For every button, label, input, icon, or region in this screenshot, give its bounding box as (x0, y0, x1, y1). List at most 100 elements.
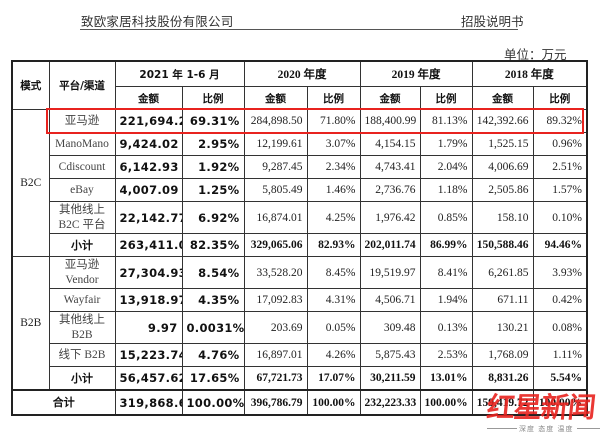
amount-cell: 6,261.85 (471, 256, 534, 289)
channel-name: 其他线上 B2C 平台 (48, 201, 116, 234)
amount-cell: 9,287.45 (243, 155, 308, 179)
amount-cell: 150,588.46 (471, 233, 534, 257)
total-row: 合计 319,868.69 100.00% 396,786.79 100.00%… (11, 389, 588, 416)
table-row: B2C 亚马逊 221,694.28 69.31% 284,898.50 71.… (11, 109, 588, 257)
channel-name: 亚马逊 Vendor (48, 256, 116, 289)
table-row: Wayfair 13,918.97 4.35% 17,092.83 4.31% … (12, 288, 588, 312)
ratio-cell: 100.00% (532, 389, 588, 416)
ratio-cell: 8.41% (419, 256, 473, 289)
watermark-tagline: 深度 态度 温度 (519, 425, 574, 433)
amount-cell: 16,897.01 (243, 343, 308, 367)
channel-name-line2: Vendor (65, 273, 99, 286)
ratio-cell: 17.65% (181, 366, 245, 391)
amount-cell: 30,211.59 (359, 366, 421, 391)
channel-name-line1: 其他线上 (59, 313, 105, 326)
ratio-cell: 69.31% (181, 109, 245, 133)
header-amount: 金额 (114, 86, 183, 110)
table-row: 其他线上 B2C 平台 22,142.77 6.92% 16,874.01 4.2… (12, 201, 588, 234)
amount-cell: 1,768.09 (471, 343, 534, 367)
table-row: ManoMano 9,424.02 2.95% 12,199.61 3.07% … (12, 132, 588, 156)
table-row: Cdiscount 6,142.93 1.92% 9,287.45 2.34% … (12, 155, 588, 179)
ratio-cell: 1.46% (306, 178, 361, 202)
ratio-cell: 0.10% (532, 201, 588, 234)
amount-cell: 203.69 (243, 311, 308, 344)
ratio-cell: 100.00% (306, 389, 361, 416)
header-amount: 金额 (359, 86, 421, 110)
ratio-cell: 4.26% (306, 343, 361, 367)
amount-cell: 4,007.09 (114, 178, 183, 202)
ratio-cell: 4.35% (181, 288, 245, 312)
header-rule (80, 29, 518, 30)
ratio-cell: 13.01% (419, 366, 473, 391)
ratio-cell: 8.54% (181, 256, 245, 289)
amount-cell: 12,199.61 (243, 132, 308, 156)
amount-cell: 1,525.15 (471, 132, 534, 156)
ratio-cell: 2.04% (419, 155, 473, 179)
amount-cell: 5,805.49 (243, 178, 308, 202)
header-company-name: 致欧家居科技股份有限公司 (81, 15, 234, 29)
header-period-2019: 2019 年度 (359, 60, 473, 87)
ratio-cell: 100.00% (419, 389, 473, 416)
ratio-cell: 2.53% (419, 343, 473, 367)
ratio-cell: 4.25% (306, 201, 361, 234)
amount-cell: 6,142.93 (114, 155, 183, 179)
channel-name-line2: B2C 平台 (58, 218, 106, 231)
amount-cell: 13,918.97 (114, 288, 183, 312)
subtotal-label: 小计 (48, 366, 116, 391)
ratio-cell: 3.07% (306, 132, 361, 156)
table-row: B2B 亚马逊 Vendor 27,304.93 8.54% 33,528.20 … (11, 256, 588, 391)
ratio-cell: 17.07% (306, 366, 361, 391)
channel-name-line2: B2B (71, 328, 93, 341)
ratio-cell: 0.0031% (181, 311, 245, 344)
header-ratio: 比例 (181, 86, 245, 110)
ratio-cell: 71.80% (306, 109, 361, 133)
ratio-cell: 6.92% (181, 201, 245, 234)
amount-cell: 8,831.26 (471, 366, 534, 391)
amount-cell: 4,506.71 (359, 288, 421, 312)
channel-name-line1: 亚马逊 (64, 258, 100, 271)
header-channel: 平台/渠道 (48, 60, 116, 110)
ratio-cell: 0.13% (419, 311, 473, 344)
header-amount: 金额 (243, 86, 308, 110)
header-ratio: 比例 (532, 86, 588, 110)
table-row: eBay 4,007.09 1.25% 5,805.49 1.46% 2,736… (12, 178, 588, 202)
header-ratio: 比例 (306, 86, 361, 110)
header-mode: 模式 (11, 60, 50, 110)
amount-cell: 19,519.97 (359, 256, 421, 289)
ratio-cell: 0.42% (532, 288, 588, 312)
ratio-cell: 89.32% (532, 109, 588, 133)
amount-cell: 4,154.15 (359, 132, 421, 156)
ratio-cell: 3.93% (532, 256, 588, 289)
header-ratio: 比例 (419, 86, 473, 110)
amount-cell: 27,304.93 (114, 256, 183, 289)
header-period-2018: 2018 年度 (471, 60, 588, 87)
channel-name-line1: 其他线上 (59, 203, 105, 216)
ratio-cell: 1.11% (532, 343, 588, 367)
ratio-cell: 1.92% (181, 155, 245, 179)
amount-cell: 4,743.41 (359, 155, 421, 179)
unit-label: 单位：万元 (504, 48, 567, 62)
amount-cell: 17,092.83 (243, 288, 308, 312)
ratio-cell: 5.54% (532, 366, 588, 391)
amount-cell: 33,528.20 (243, 256, 308, 289)
ratio-cell: 100.00% (181, 389, 245, 416)
amount-cell: 5,875.43 (359, 343, 421, 367)
amount-cell: 4,006.69 (471, 155, 534, 179)
amount-cell: 309.48 (359, 311, 421, 344)
total-label: 合计 (11, 389, 116, 416)
ratio-cell: 2.95% (181, 132, 245, 156)
ratio-cell: 86.99% (419, 233, 473, 257)
ratio-cell: 82.93% (306, 233, 361, 257)
header-document-type: 招股说明书 (461, 15, 524, 29)
header-period-2020: 2020 年度 (243, 60, 361, 87)
watermark-divider (577, 428, 600, 429)
amount-cell: 9.97 (114, 311, 183, 344)
amount-cell: 2,736.76 (359, 178, 421, 202)
subtotal-row-b2b: 小计 56,457.62 17.65% 67,721.73 17.07% 30,… (12, 366, 588, 391)
header-amount: 金额 (471, 86, 534, 110)
amount-cell: 232,223.33 (359, 389, 421, 416)
amount-cell: 188,400.99 (359, 109, 421, 133)
amount-cell: 9,424.02 (114, 132, 183, 156)
subtotal-label: 小计 (48, 233, 116, 257)
amount-cell: 56,457.62 (114, 366, 183, 391)
